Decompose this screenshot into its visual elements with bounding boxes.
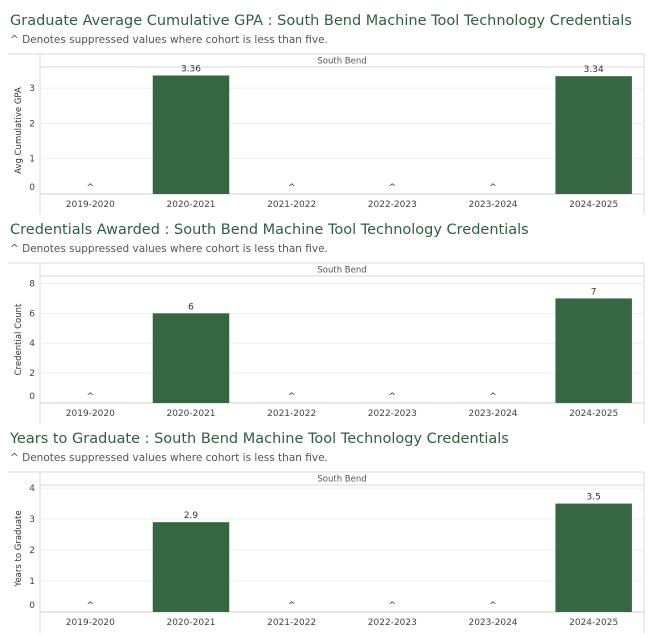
y-tick-label: 2 xyxy=(29,369,35,379)
panel-header-label: South Bend xyxy=(317,475,366,485)
x-tick-label: 2019-2020 xyxy=(66,618,115,628)
x-tick-label: 2020-2021 xyxy=(166,409,215,419)
y-tick-label: 4 xyxy=(29,484,35,494)
data-label: 6 xyxy=(188,302,194,312)
data-label: 3.34 xyxy=(584,65,604,75)
x-tick-label: 2021-2022 xyxy=(267,200,316,210)
x-tick-label: 2023-2024 xyxy=(468,618,517,628)
y-tick-label: 0 xyxy=(29,601,35,611)
y-tick-label: 8 xyxy=(29,279,35,289)
y-tick-label: 4 xyxy=(29,339,35,349)
y-tick-label: 1 xyxy=(29,155,35,165)
data-label: ^ xyxy=(87,392,95,402)
y-axis-title: Avg Cumulative GPA xyxy=(14,87,24,174)
years-bar-chart: South Bend 0 1 2 3 4 Years to Graduate ^ 2019-20… xyxy=(8,471,645,633)
data-label: ^ xyxy=(288,392,296,402)
x-tick-label: 2020-2021 xyxy=(166,618,215,628)
credentials-chart-subtitle: ^ Denotes suppressed values where cohort… xyxy=(10,243,328,255)
y-tick-label: 3 xyxy=(29,515,35,525)
data-label: 2.9 xyxy=(184,511,199,521)
panel-header-label: South Bend xyxy=(317,57,366,67)
bar xyxy=(152,75,230,194)
y-tick-label: 2 xyxy=(29,546,35,556)
x-tick-label: 2020-2021 xyxy=(166,200,215,210)
x-tick-label: 2019-2020 xyxy=(66,200,115,210)
data-label: ^ xyxy=(288,601,296,611)
data-label: 7 xyxy=(591,287,597,297)
y-tick-label: 1 xyxy=(29,577,35,587)
years-chart-title: Years to Graduate : South Bend Machine T… xyxy=(10,431,509,447)
data-label: ^ xyxy=(87,601,95,611)
gpa-chart-title: Graduate Average Cumulative GPA : South … xyxy=(10,13,632,29)
gpa-chart-subtitle: ^ Denotes suppressed values where cohort… xyxy=(10,34,328,46)
x-tick-label: 2022-2023 xyxy=(368,618,417,628)
y-axis-title: Years to Graduate xyxy=(14,510,24,587)
x-tick-label: 2024-2025 xyxy=(569,200,618,210)
bar xyxy=(555,298,632,403)
x-tick-label: 2022-2023 xyxy=(368,200,417,210)
x-tick-label: 2021-2022 xyxy=(267,618,316,628)
bar xyxy=(555,76,632,194)
y-tick-label: 6 xyxy=(29,309,35,319)
x-tick-label: 2021-2022 xyxy=(267,409,316,419)
data-label: ^ xyxy=(87,183,95,193)
y-tick-label: 3 xyxy=(29,84,35,94)
credentials-chart-title: Credentials Awarded : South Bend Machine… xyxy=(10,222,529,238)
y-tick-label: 0 xyxy=(29,392,35,402)
data-label: ^ xyxy=(389,601,397,611)
panel-header-label: South Bend xyxy=(317,266,366,276)
y-axis-title: Credential Count xyxy=(14,303,24,375)
data-label: ^ xyxy=(489,183,497,193)
x-tick-label: 2024-2025 xyxy=(569,409,618,419)
data-label: 3.36 xyxy=(181,64,201,74)
data-label: 3.5 xyxy=(587,493,601,503)
x-tick-label: 2019-2020 xyxy=(66,409,115,419)
data-label: ^ xyxy=(288,183,296,193)
data-label: ^ xyxy=(389,183,397,193)
years-chart-subtitle: ^ Denotes suppressed values where cohort… xyxy=(10,452,328,464)
bar xyxy=(555,503,632,612)
credentials-bar-chart: South Bend 0 2 4 6 8 Credential Count ^ 2019-202… xyxy=(8,262,645,424)
x-tick-label: 2023-2024 xyxy=(468,409,517,419)
y-tick-label: 0 xyxy=(29,183,35,193)
x-tick-label: 2024-2025 xyxy=(569,618,618,628)
x-tick-label: 2022-2023 xyxy=(368,409,417,419)
x-tick-label: 2023-2024 xyxy=(468,200,517,210)
gpa-bar-chart: South Bend 0 1 2 3 Avg Cumulative GPA ^ 2019-20… xyxy=(8,53,645,215)
data-label: ^ xyxy=(489,601,497,611)
data-label: ^ xyxy=(489,392,497,402)
bar xyxy=(152,313,230,403)
y-tick-label: 2 xyxy=(29,119,35,129)
bar xyxy=(152,522,230,612)
data-label: ^ xyxy=(389,392,397,402)
